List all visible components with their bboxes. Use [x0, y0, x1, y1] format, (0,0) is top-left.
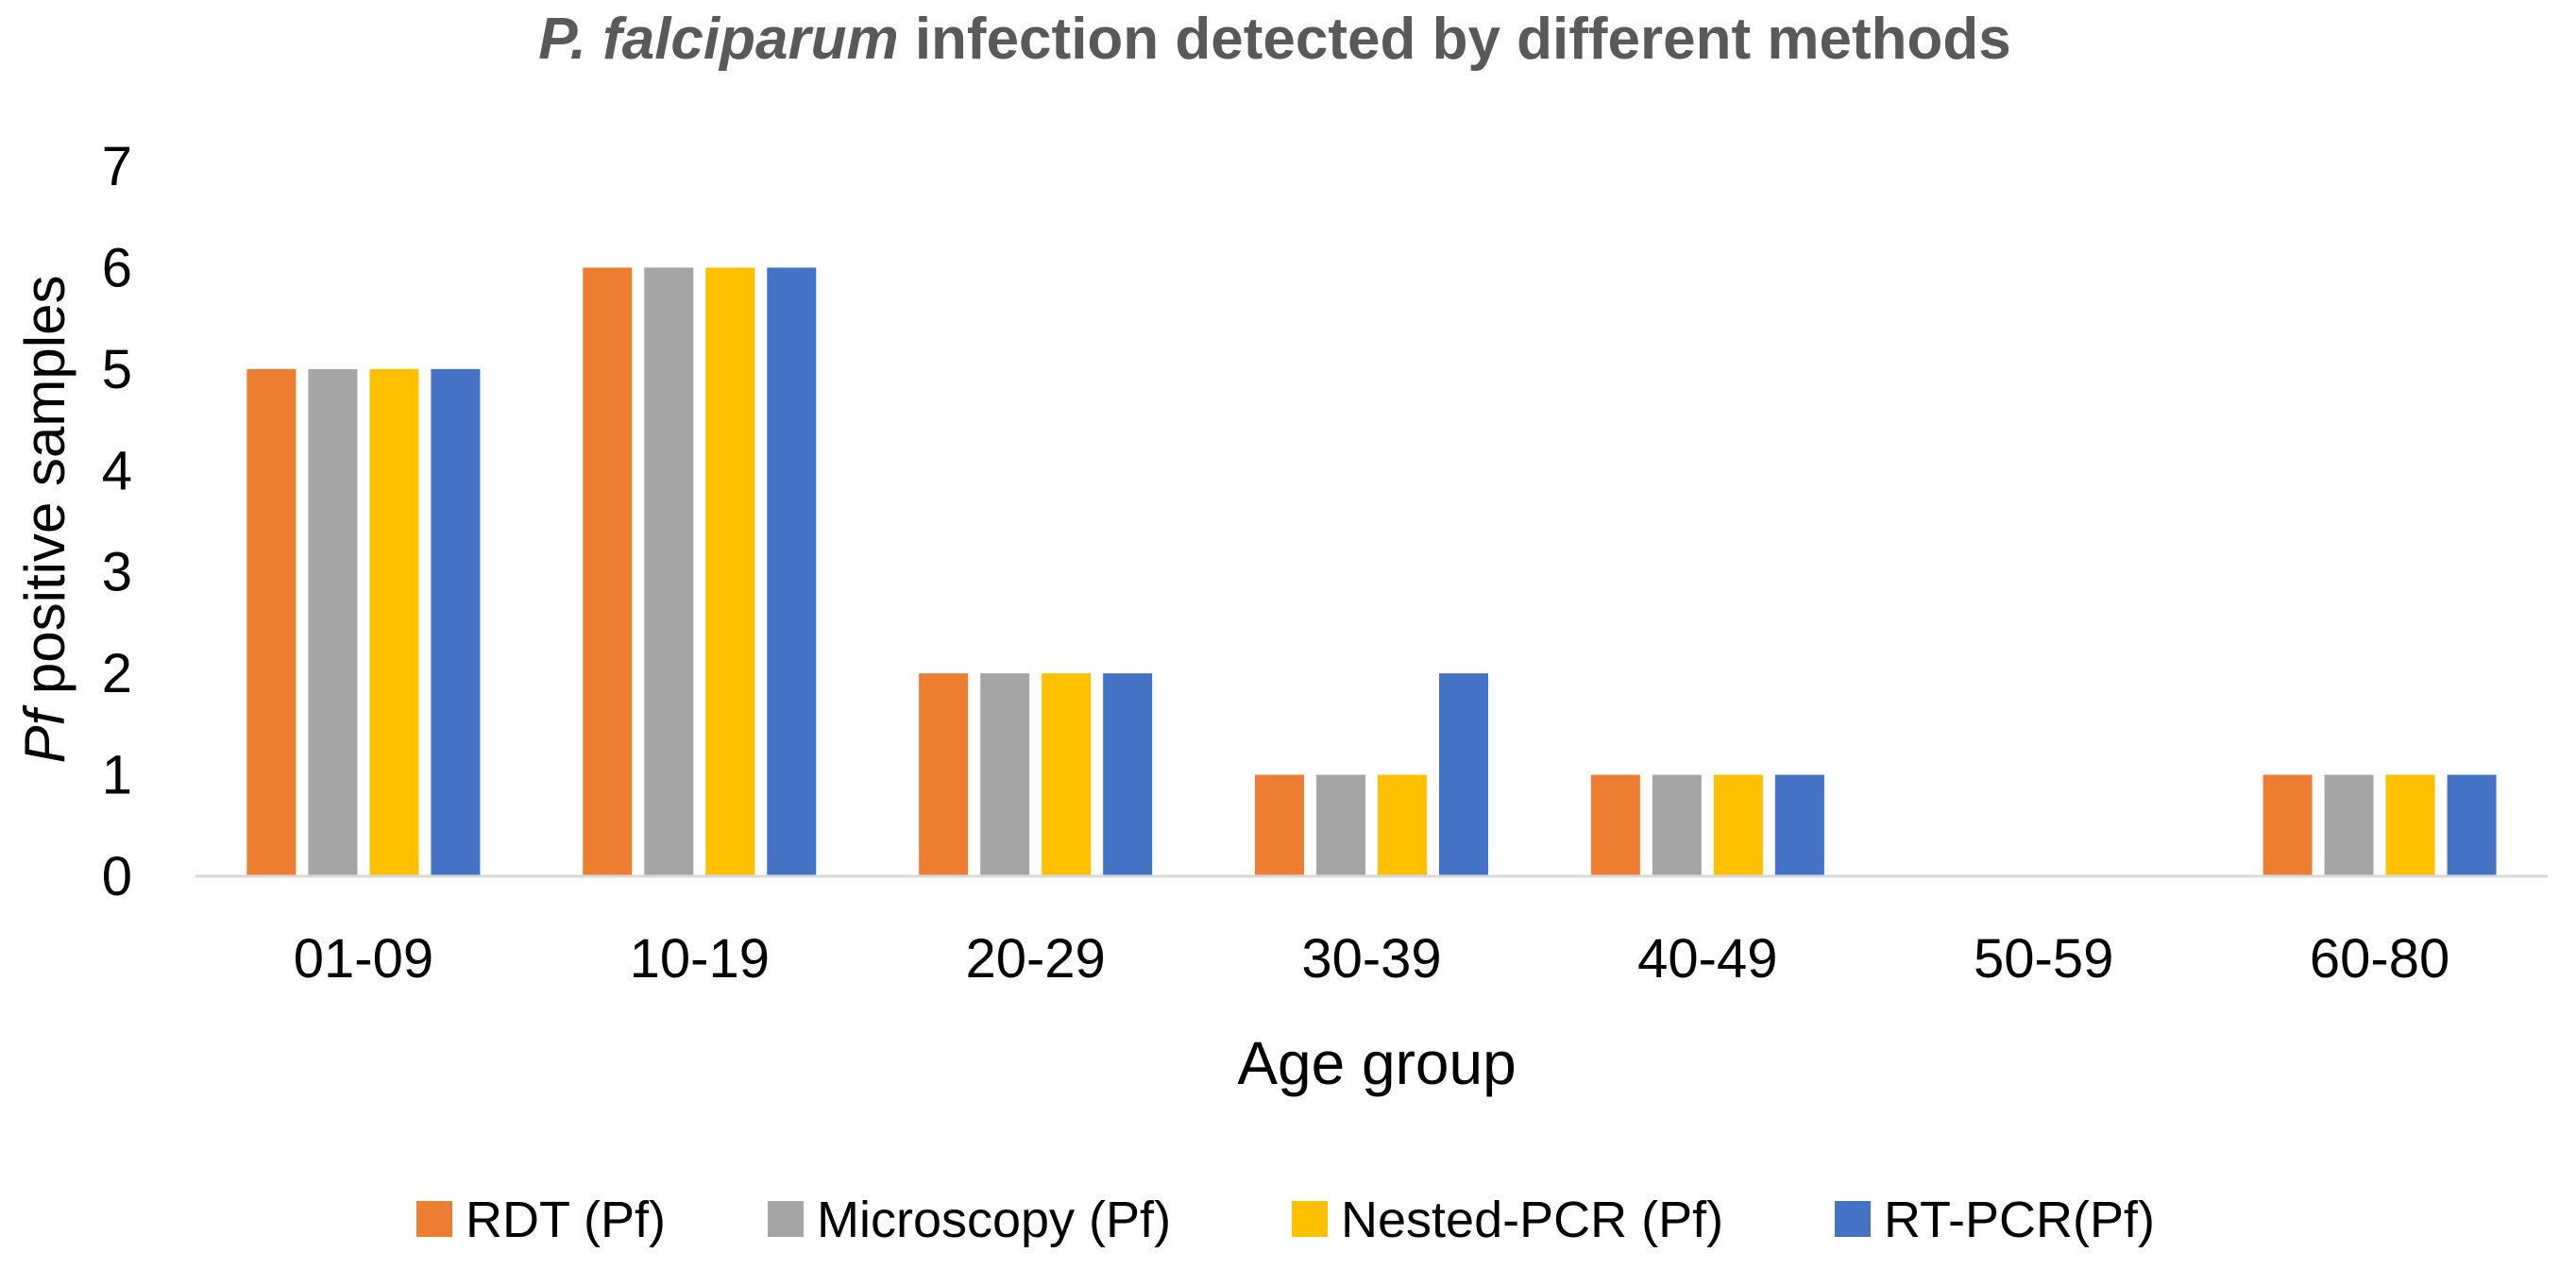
bar	[705, 267, 755, 876]
legend-swatch	[1292, 1201, 1328, 1237]
bar	[308, 368, 358, 876]
bar	[1378, 774, 1427, 876]
bar	[2262, 774, 2313, 876]
bar	[369, 368, 419, 876]
chart-title: P. falciparum infection detected by diff…	[538, 7, 2010, 72]
y-tick-label: 6	[102, 237, 132, 298]
y-tick-label: 3	[102, 542, 132, 603]
y-tick-label: 7	[102, 136, 132, 197]
legend-label: RT-PCR(Pf)	[1884, 1192, 2155, 1248]
bar	[767, 267, 817, 876]
bar	[583, 267, 633, 876]
y-tick-label: 5	[102, 339, 132, 400]
bar	[431, 368, 481, 876]
legend: RDT (Pf) Microscopy (Pf) Nested-PCR (Pf) RT…	[416, 1192, 2155, 1248]
legend-label: Nested-PCR (Pf)	[1341, 1192, 1723, 1248]
bar	[1439, 673, 1488, 876]
bar	[919, 673, 969, 876]
bar	[2385, 774, 2435, 876]
y-axis-label: Pf positive samples	[13, 276, 76, 764]
legend-label: Microscopy (Pf)	[817, 1192, 1171, 1248]
x-tick-label: 01-09	[294, 928, 433, 990]
x-axis-ticks: 01-09 10-19 20-29 30-39 40-49 50-59 60-80	[294, 928, 2449, 990]
legend-swatch	[768, 1201, 804, 1237]
bar	[2447, 774, 2497, 876]
y-axis-label-rest: positive samples	[13, 276, 76, 710]
bar	[1590, 774, 1640, 876]
x-tick-label: 30-39	[1301, 928, 1441, 990]
bar	[246, 368, 297, 876]
bar	[2324, 774, 2374, 876]
legend-label: RDT (Pf)	[466, 1192, 666, 1248]
bar	[1774, 774, 1824, 876]
x-tick-label: 40-49	[1637, 928, 1777, 990]
bar	[1103, 673, 1153, 876]
bar	[1713, 774, 1763, 876]
bar	[1042, 673, 1092, 876]
x-tick-label: 20-29	[965, 928, 1105, 990]
x-axis-label: Age group	[1237, 1029, 1516, 1097]
y-tick-label: 2	[102, 643, 132, 704]
bar	[1316, 774, 1365, 876]
bars	[246, 267, 2497, 876]
x-tick-label: 60-80	[2310, 928, 2449, 990]
y-tick-label: 1	[102, 745, 132, 806]
bar	[980, 673, 1030, 876]
legend-swatch	[416, 1201, 452, 1237]
chart-title-italic: P. falciparum	[538, 7, 898, 72]
y-axis-ticks: 0 1 2 3 4 5 6 7	[102, 136, 132, 907]
legend-swatch	[1835, 1201, 1871, 1237]
bar	[1652, 774, 1702, 876]
bar	[1255, 774, 1304, 876]
x-tick-label: 50-59	[1974, 928, 2113, 990]
bar	[644, 267, 694, 876]
y-axis-label-italic: Pf	[13, 704, 76, 763]
y-tick-label: 0	[102, 846, 132, 907]
y-tick-label: 4	[102, 440, 132, 501]
x-tick-label: 10-19	[630, 928, 770, 990]
chart-title-rest: infection detected by different methods	[899, 7, 2011, 72]
